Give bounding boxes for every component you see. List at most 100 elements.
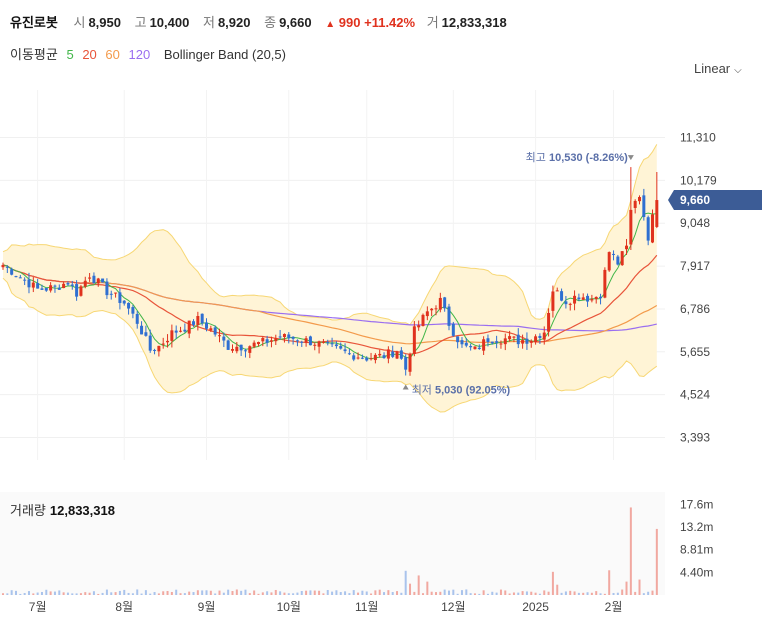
candle-body — [105, 281, 109, 296]
volume-panel-bg — [0, 492, 665, 595]
volume-bar — [131, 593, 134, 595]
volume-bar — [279, 591, 282, 595]
candle-body — [607, 252, 611, 271]
candle-body — [183, 329, 187, 332]
volume-bar — [642, 593, 645, 595]
volume-bar — [149, 593, 152, 595]
volume-bar — [170, 591, 173, 595]
volume-bar — [616, 592, 619, 595]
change-value: 990 — [338, 15, 361, 30]
volume-bar — [495, 592, 498, 595]
volume-bar — [491, 591, 494, 595]
candle-body — [5, 266, 9, 268]
candle-body — [148, 335, 152, 351]
volume-bar — [6, 593, 9, 595]
x-tick-label: 12월 — [441, 600, 465, 614]
candle-body — [495, 341, 499, 343]
candle-body — [646, 217, 650, 241]
volume-bar — [231, 591, 234, 595]
candle-body — [456, 336, 460, 343]
volume-bar — [97, 593, 100, 595]
volume-bar — [556, 584, 559, 595]
candle-body — [360, 357, 364, 359]
candle-body — [222, 336, 226, 341]
y-tick-label: 4,524 — [680, 388, 710, 402]
volume-bar — [10, 590, 13, 595]
candle-body — [486, 338, 490, 343]
volume-bar — [287, 593, 290, 595]
indicator-legend[interactable]: 이동평균 5 20 60 120 Bollinger Band (20,5) — [10, 44, 291, 63]
candle-body — [144, 332, 148, 336]
candle-body — [40, 288, 44, 290]
volume-bar — [157, 593, 160, 595]
volume-bar — [651, 590, 654, 595]
candle-body — [109, 293, 113, 295]
volume-bar — [560, 592, 563, 595]
close-value: 9,660 — [279, 15, 312, 30]
volume-bar — [127, 592, 130, 595]
volume-panel-title: 거래량 — [10, 503, 46, 518]
candle-body — [434, 308, 438, 310]
x-tick-label: 2025 — [522, 600, 549, 614]
ma-20-line — [2, 254, 658, 355]
bollinger-label[interactable]: Bollinger Band (20,5) — [163, 47, 286, 62]
candle-body — [473, 346, 477, 350]
candle-body — [477, 347, 481, 349]
candle-body — [66, 283, 70, 285]
close-label: 종 — [264, 15, 277, 30]
candle-body — [629, 209, 633, 245]
candle-body — [365, 357, 369, 361]
candle-body — [235, 346, 239, 352]
volume-panel-value: 12,833,318 — [49, 503, 115, 518]
candle-body — [153, 349, 157, 351]
volume-bar — [88, 592, 91, 595]
volume-bar — [612, 592, 615, 595]
volume-bar — [196, 590, 199, 595]
candle-body — [581, 297, 585, 300]
candle-body — [352, 355, 356, 360]
volume-bar — [19, 593, 22, 595]
candle-body — [36, 283, 40, 289]
ma-20[interactable]: 20 — [82, 47, 97, 62]
volume-tick-label: 8.81m — [680, 543, 713, 557]
volume-bar — [361, 590, 364, 595]
volume-bar — [240, 590, 243, 595]
volume-bar — [629, 507, 632, 595]
volume-bar — [625, 581, 628, 595]
candle-body — [92, 275, 96, 284]
volume-bar — [248, 593, 251, 595]
candle-body — [594, 296, 598, 300]
ma-5[interactable]: 5 — [66, 47, 74, 62]
volume-bar — [551, 571, 554, 595]
volume-bar — [339, 592, 342, 595]
change-pct: +11.42% — [364, 15, 416, 30]
volume-bar — [166, 590, 169, 595]
candle-body — [612, 253, 616, 255]
ma-60[interactable]: 60 — [105, 47, 120, 62]
volume-bar — [430, 591, 433, 595]
candle-body — [18, 277, 22, 279]
candle-body — [122, 300, 126, 304]
candle-body — [209, 328, 213, 331]
volume-bar — [374, 590, 377, 595]
candle-body — [386, 349, 390, 359]
volume-bar — [352, 590, 355, 595]
volume-bar — [49, 591, 52, 595]
ma-120[interactable]: 120 — [128, 47, 151, 62]
volume-bar — [582, 592, 585, 595]
volume-bar — [162, 591, 165, 595]
volume-bar — [114, 592, 117, 595]
volume-bar — [75, 593, 78, 595]
volume-bar — [404, 570, 407, 595]
candle-body — [274, 338, 278, 342]
volume-bar — [313, 590, 316, 595]
volume-bar — [400, 592, 403, 595]
scale-selector[interactable]: Linear ⌵ — [694, 61, 742, 76]
candle-body — [655, 200, 659, 227]
volume-bar — [517, 592, 520, 595]
volume-bar — [205, 590, 208, 595]
candle-body — [57, 287, 61, 290]
volume-bar — [188, 591, 191, 595]
volume-bar — [257, 593, 260, 595]
